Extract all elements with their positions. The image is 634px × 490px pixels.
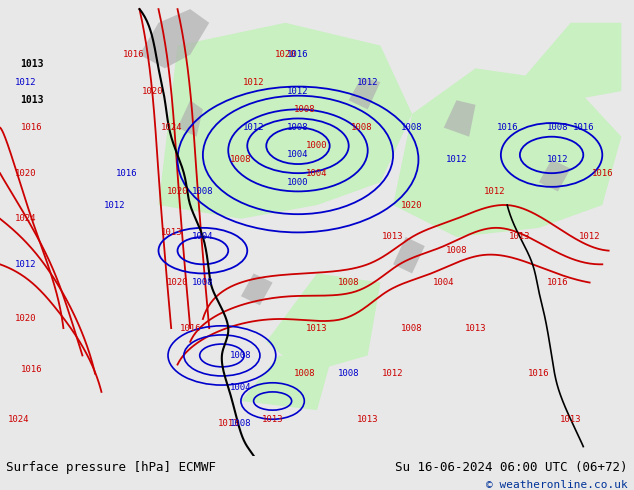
Text: 1008: 1008 — [338, 369, 359, 378]
Text: 1012: 1012 — [357, 77, 378, 87]
Text: 1008: 1008 — [294, 369, 315, 378]
Text: 1008: 1008 — [294, 105, 315, 114]
Text: 1024: 1024 — [15, 214, 36, 223]
Text: 1016: 1016 — [496, 123, 518, 132]
Polygon shape — [539, 160, 571, 192]
Text: 1004: 1004 — [230, 383, 252, 392]
Text: 1016: 1016 — [122, 50, 144, 59]
Text: 1008: 1008 — [192, 278, 214, 287]
Text: 1004: 1004 — [287, 150, 309, 159]
Polygon shape — [520, 23, 621, 100]
Text: 1012: 1012 — [446, 155, 467, 164]
Polygon shape — [178, 100, 203, 137]
Polygon shape — [241, 355, 330, 410]
Text: 1012: 1012 — [547, 155, 569, 164]
Text: 1013: 1013 — [160, 228, 182, 237]
Polygon shape — [139, 9, 209, 69]
Text: 1000: 1000 — [287, 178, 309, 187]
Text: 1008: 1008 — [287, 123, 309, 132]
Text: 1013: 1013 — [217, 419, 239, 428]
Text: 1012: 1012 — [382, 369, 404, 378]
Text: Su 16-06-2024 06:00 UTC (06+72): Su 16-06-2024 06:00 UTC (06+72) — [395, 461, 628, 474]
Text: 1013: 1013 — [560, 415, 581, 424]
Text: 1004: 1004 — [433, 278, 455, 287]
Text: Surface pressure [hPa] ECMWF: Surface pressure [hPa] ECMWF — [6, 461, 216, 474]
Polygon shape — [444, 100, 476, 137]
Polygon shape — [158, 23, 412, 219]
Text: 1012: 1012 — [243, 123, 264, 132]
Text: 1012: 1012 — [287, 87, 309, 96]
Text: 1013: 1013 — [306, 323, 328, 333]
Text: 1016: 1016 — [179, 323, 201, 333]
Text: 1012: 1012 — [15, 77, 36, 87]
Text: 1016: 1016 — [547, 278, 569, 287]
Text: 1020: 1020 — [275, 50, 296, 59]
Text: 1004: 1004 — [306, 169, 328, 178]
Text: 1016: 1016 — [21, 123, 42, 132]
Polygon shape — [241, 273, 273, 305]
Text: 1008: 1008 — [230, 155, 252, 164]
Text: 1020: 1020 — [15, 169, 36, 178]
Text: 1004: 1004 — [192, 232, 214, 242]
Text: 1008: 1008 — [446, 246, 467, 255]
Polygon shape — [393, 237, 425, 273]
Text: 1013: 1013 — [20, 59, 44, 69]
Text: 1012: 1012 — [484, 187, 505, 196]
Text: 1012: 1012 — [579, 232, 600, 242]
Text: 1008: 1008 — [192, 187, 214, 196]
Text: 1013: 1013 — [382, 232, 404, 242]
Text: 1008: 1008 — [401, 323, 423, 333]
Text: 1000: 1000 — [306, 141, 328, 150]
Text: 1016: 1016 — [528, 369, 550, 378]
Polygon shape — [349, 77, 380, 109]
Text: 1013: 1013 — [357, 415, 378, 424]
Text: 1016: 1016 — [287, 50, 309, 59]
Text: 1016: 1016 — [21, 365, 42, 373]
Text: 1008: 1008 — [230, 419, 252, 428]
Text: 1013: 1013 — [465, 323, 486, 333]
Text: 1013: 1013 — [20, 95, 44, 105]
Text: 1020: 1020 — [167, 187, 188, 196]
Text: 1008: 1008 — [351, 123, 372, 132]
Text: © weatheronline.co.uk: © weatheronline.co.uk — [486, 480, 628, 490]
Text: 1008: 1008 — [401, 123, 423, 132]
Text: 1016: 1016 — [592, 169, 613, 178]
Text: 1020: 1020 — [141, 87, 163, 96]
Polygon shape — [266, 273, 380, 374]
Text: 1016: 1016 — [573, 123, 594, 132]
Text: 1024: 1024 — [8, 415, 30, 424]
Text: 1013: 1013 — [509, 232, 531, 242]
Text: 1024: 1024 — [160, 123, 182, 132]
Text: 1008: 1008 — [547, 123, 569, 132]
Text: 1008: 1008 — [338, 278, 359, 287]
Text: 1008: 1008 — [230, 351, 252, 360]
Text: 1012: 1012 — [15, 260, 36, 269]
Text: 1020: 1020 — [167, 278, 188, 287]
Text: 1012: 1012 — [103, 200, 125, 210]
Text: 1020: 1020 — [401, 200, 423, 210]
Text: 1013: 1013 — [262, 415, 283, 424]
Text: 1012: 1012 — [243, 77, 264, 87]
Polygon shape — [393, 69, 621, 237]
Text: 1020: 1020 — [15, 315, 36, 323]
Text: 1016: 1016 — [116, 169, 138, 178]
